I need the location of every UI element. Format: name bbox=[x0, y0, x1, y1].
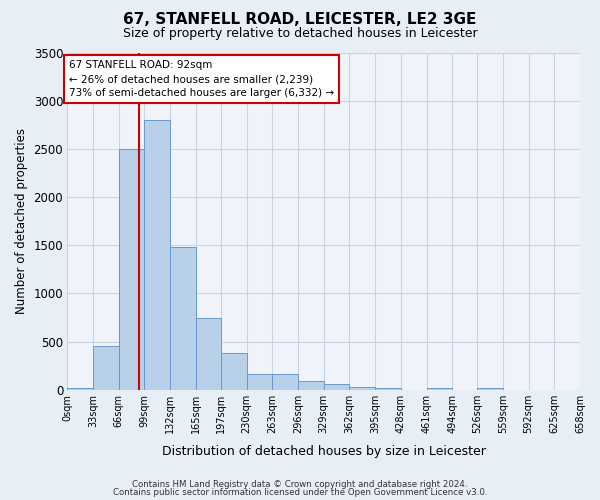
Bar bbox=[196, 318, 221, 390]
Bar bbox=[247, 374, 272, 390]
Text: Size of property relative to detached houses in Leicester: Size of property relative to detached ho… bbox=[122, 28, 478, 40]
Bar bbox=[221, 353, 247, 390]
Bar bbox=[427, 388, 452, 390]
Bar bbox=[375, 388, 401, 390]
Bar bbox=[145, 120, 170, 390]
Text: 67 STANFELL ROAD: 92sqm
← 26% of detached houses are smaller (2,239)
73% of semi: 67 STANFELL ROAD: 92sqm ← 26% of detache… bbox=[69, 60, 334, 98]
Bar bbox=[67, 388, 93, 390]
X-axis label: Distribution of detached houses by size in Leicester: Distribution of detached houses by size … bbox=[162, 444, 485, 458]
Bar bbox=[119, 149, 145, 390]
Bar bbox=[272, 374, 298, 390]
Bar bbox=[298, 381, 323, 390]
Text: 67, STANFELL ROAD, LEICESTER, LE2 3GE: 67, STANFELL ROAD, LEICESTER, LE2 3GE bbox=[124, 12, 476, 28]
Text: Contains HM Land Registry data © Crown copyright and database right 2024.: Contains HM Land Registry data © Crown c… bbox=[132, 480, 468, 489]
Bar bbox=[477, 388, 503, 390]
Bar bbox=[323, 384, 349, 390]
Bar bbox=[349, 388, 375, 390]
Text: Contains public sector information licensed under the Open Government Licence v3: Contains public sector information licen… bbox=[113, 488, 487, 497]
Y-axis label: Number of detached properties: Number of detached properties bbox=[15, 128, 28, 314]
Bar bbox=[93, 346, 119, 390]
Bar bbox=[170, 247, 196, 390]
